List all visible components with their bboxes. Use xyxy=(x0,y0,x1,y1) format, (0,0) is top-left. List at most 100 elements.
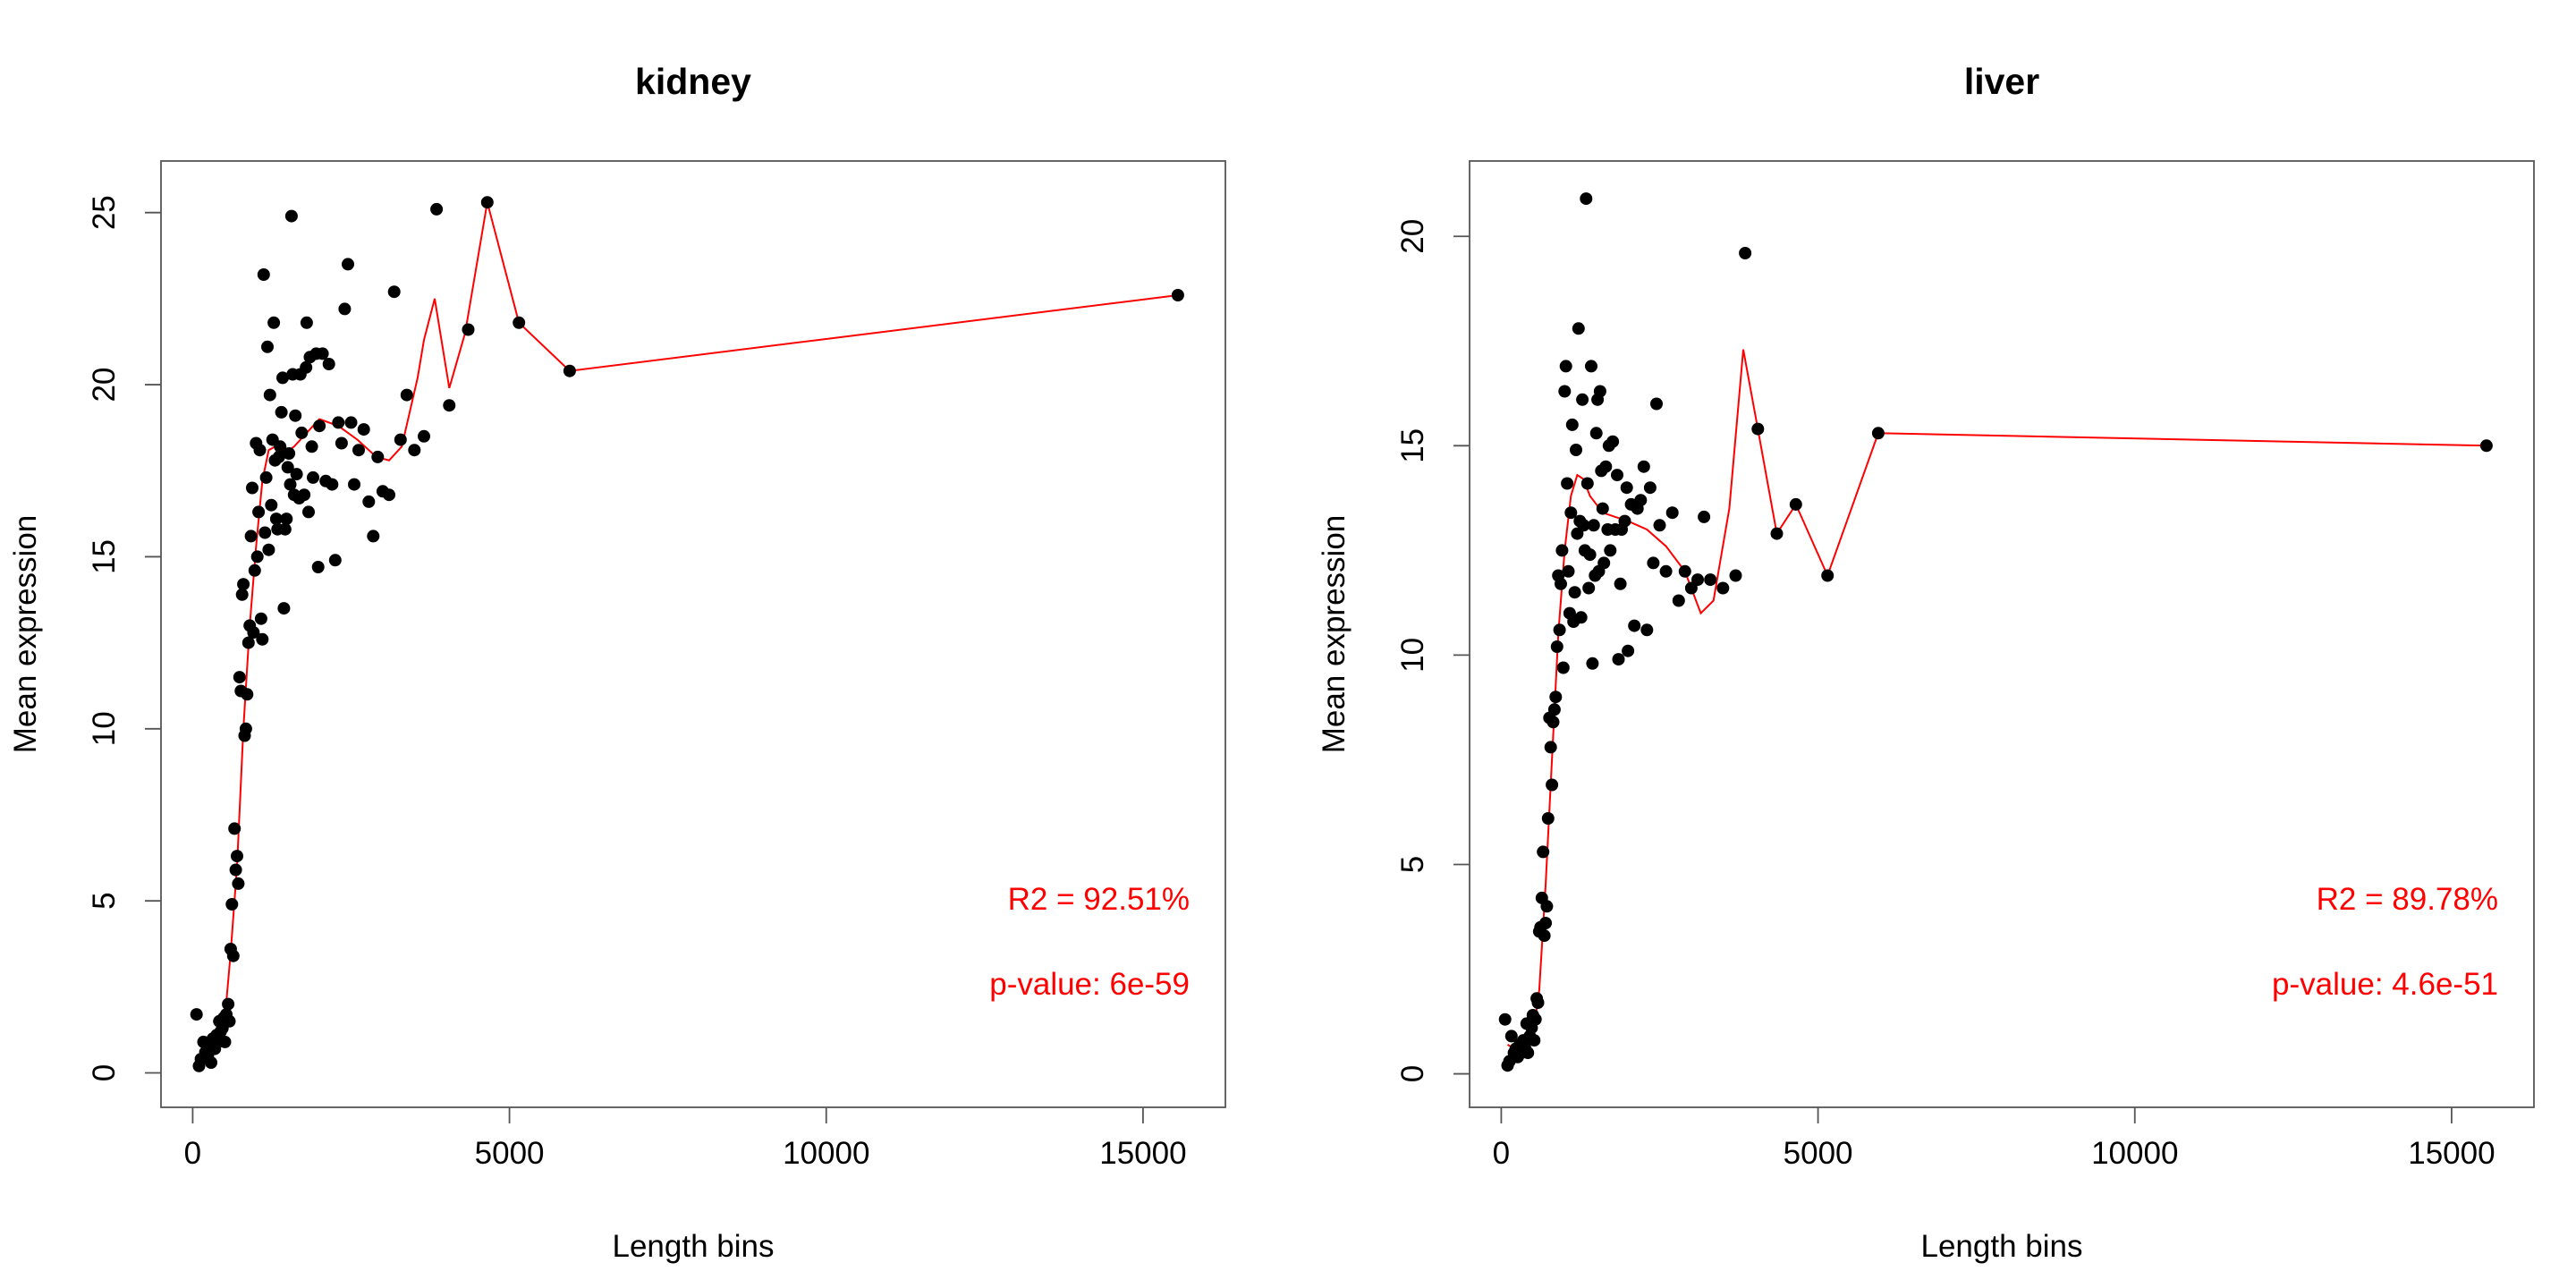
data-point xyxy=(226,949,240,962)
data-point xyxy=(1549,691,1563,704)
y-tick-label: 10 xyxy=(87,711,122,746)
data-point xyxy=(316,347,329,360)
y-axis-label: Mean expression xyxy=(1317,515,1352,754)
data-point xyxy=(462,323,475,336)
data-point xyxy=(222,997,235,1011)
data-point xyxy=(1628,619,1641,632)
data-point xyxy=(367,530,380,543)
data-point xyxy=(305,440,318,453)
data-point xyxy=(443,399,456,412)
data-point xyxy=(1504,1030,1518,1043)
x-tick-label: 10000 xyxy=(2091,1136,2178,1171)
plot-frame xyxy=(160,160,1226,1108)
y-tick-label: 0 xyxy=(87,1064,122,1081)
x-axis-label: Length bins xyxy=(613,1229,775,1264)
data-point xyxy=(281,461,294,474)
data-point xyxy=(289,409,302,422)
data-point xyxy=(228,822,242,835)
data-point xyxy=(223,1014,236,1028)
data-point xyxy=(1637,460,1650,473)
data-point xyxy=(332,416,345,429)
chart-title: liver xyxy=(1964,61,2039,102)
x-tick-label: 10000 xyxy=(783,1136,869,1171)
data-point xyxy=(300,360,313,374)
data-point xyxy=(1665,506,1679,520)
data-point xyxy=(247,626,260,640)
data-point xyxy=(280,513,293,526)
data-point xyxy=(2479,439,2493,453)
x-axis: 0 5000 10000 15000 xyxy=(184,1107,1187,1171)
data-point xyxy=(276,371,289,385)
data-point xyxy=(274,440,287,453)
data-point xyxy=(1555,577,1567,590)
data-point xyxy=(357,423,370,436)
y-axis: 0 5 10 15 20 xyxy=(1395,219,1470,1082)
data-point xyxy=(1716,581,1730,595)
data-point xyxy=(1553,623,1566,637)
data-point xyxy=(248,564,261,577)
data-point xyxy=(400,388,413,402)
data-point xyxy=(262,543,275,556)
data-point xyxy=(284,478,297,491)
data-point xyxy=(218,1035,232,1048)
data-point xyxy=(1583,548,1597,562)
data-point xyxy=(1604,544,1617,557)
data-point xyxy=(257,268,270,281)
data-point xyxy=(246,481,258,495)
fit-layer xyxy=(198,201,1179,1055)
data-point xyxy=(278,522,292,536)
r2-annotation: R2 = 89.78% xyxy=(2317,882,2498,917)
data-point xyxy=(1544,741,1557,754)
data-point xyxy=(1529,1013,1542,1026)
data-point xyxy=(1586,657,1599,670)
data-point xyxy=(313,419,326,433)
data-point xyxy=(1555,544,1569,557)
data-point xyxy=(344,416,358,429)
data-point xyxy=(205,1056,217,1069)
kidney-panel: kidney 0 5000 10000 15000 0 5 10 15 20 25 Length… xyxy=(8,61,1226,1264)
data-point xyxy=(311,561,325,573)
data-point xyxy=(1620,481,1633,495)
data-point xyxy=(277,602,291,615)
data-point xyxy=(1606,435,1620,448)
data-point xyxy=(1678,564,1691,578)
data-point xyxy=(235,588,249,601)
data-point xyxy=(1618,514,1631,528)
data-point xyxy=(242,636,255,649)
data-point xyxy=(267,316,281,329)
data-point xyxy=(1622,644,1635,657)
x-tick-label: 5000 xyxy=(1784,1136,1853,1171)
data-point xyxy=(272,450,285,463)
data-point xyxy=(328,554,342,567)
data-point xyxy=(239,722,252,735)
data-point xyxy=(1550,640,1563,653)
data-point xyxy=(225,898,239,911)
data-point xyxy=(1565,418,1579,431)
data-point xyxy=(1593,385,1606,398)
data-point xyxy=(284,209,298,223)
data-point xyxy=(190,1008,203,1021)
data-point xyxy=(387,285,401,299)
data-point xyxy=(1653,519,1666,532)
data-point xyxy=(1643,481,1657,495)
data-point xyxy=(1739,247,1752,259)
y-tick-label: 5 xyxy=(1395,856,1430,873)
data-point xyxy=(1498,1013,1512,1026)
fit-line xyxy=(198,201,1179,1055)
data-point xyxy=(1612,653,1625,666)
x-tick-label: 15000 xyxy=(1099,1136,1186,1171)
data-point xyxy=(1531,996,1545,1009)
data-point xyxy=(1580,192,1593,206)
data-point xyxy=(1546,716,1560,729)
data-point xyxy=(1568,586,1581,599)
data-point xyxy=(1659,564,1673,578)
data-point xyxy=(1539,917,1552,929)
y-tick-label: 20 xyxy=(87,368,122,402)
y-tick-label: 10 xyxy=(1395,638,1430,673)
data-point xyxy=(1614,577,1627,590)
y-tick-label: 25 xyxy=(87,195,122,230)
data-point xyxy=(253,444,267,457)
data-point xyxy=(237,578,250,591)
y-tick-label: 15 xyxy=(1395,428,1430,463)
data-point xyxy=(1821,569,1835,582)
